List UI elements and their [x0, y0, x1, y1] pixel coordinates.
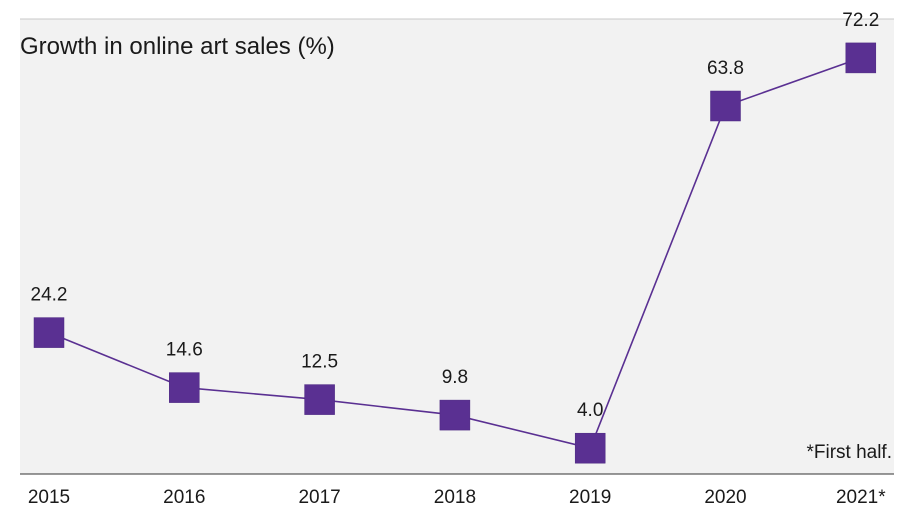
x-tick-label: 2015	[28, 487, 70, 508]
x-tick-label: 2021*	[836, 487, 886, 508]
data-point-marker	[574, 432, 606, 464]
x-tick-label: 2019	[569, 487, 611, 508]
data-label: 24.2	[31, 285, 68, 306]
data-label: 12.5	[301, 352, 338, 373]
plot-background	[20, 19, 894, 474]
data-point-marker	[845, 42, 877, 74]
data-point-marker	[439, 399, 471, 431]
data-label: 4.0	[577, 400, 603, 421]
data-point-marker	[169, 372, 200, 403]
footnote: *First half.	[806, 442, 892, 463]
data-label: 14.6	[166, 340, 203, 361]
markers-layer	[33, 42, 877, 464]
data-label: 9.8	[442, 367, 468, 388]
x-tick-labels-layer: 2015 2016 2017 2018 2019 2020 2021*	[28, 487, 886, 508]
chart-title: Growth in online art sales (%)	[20, 33, 335, 60]
data-point-marker	[710, 90, 741, 122]
data-point-marker	[304, 384, 335, 415]
x-tick-label: 2017	[298, 487, 340, 508]
x-tick-label: 2018	[434, 487, 476, 508]
x-tick-label: 2020	[704, 487, 746, 508]
data-point-marker	[33, 317, 65, 348]
data-labels-layer: 24.2 14.6 12.5 9.8 4.0 63.8 72.2	[31, 10, 880, 421]
data-label: 63.8	[707, 58, 744, 79]
x-tick-label: 2016	[163, 487, 205, 508]
data-label: 72.2	[842, 10, 879, 31]
